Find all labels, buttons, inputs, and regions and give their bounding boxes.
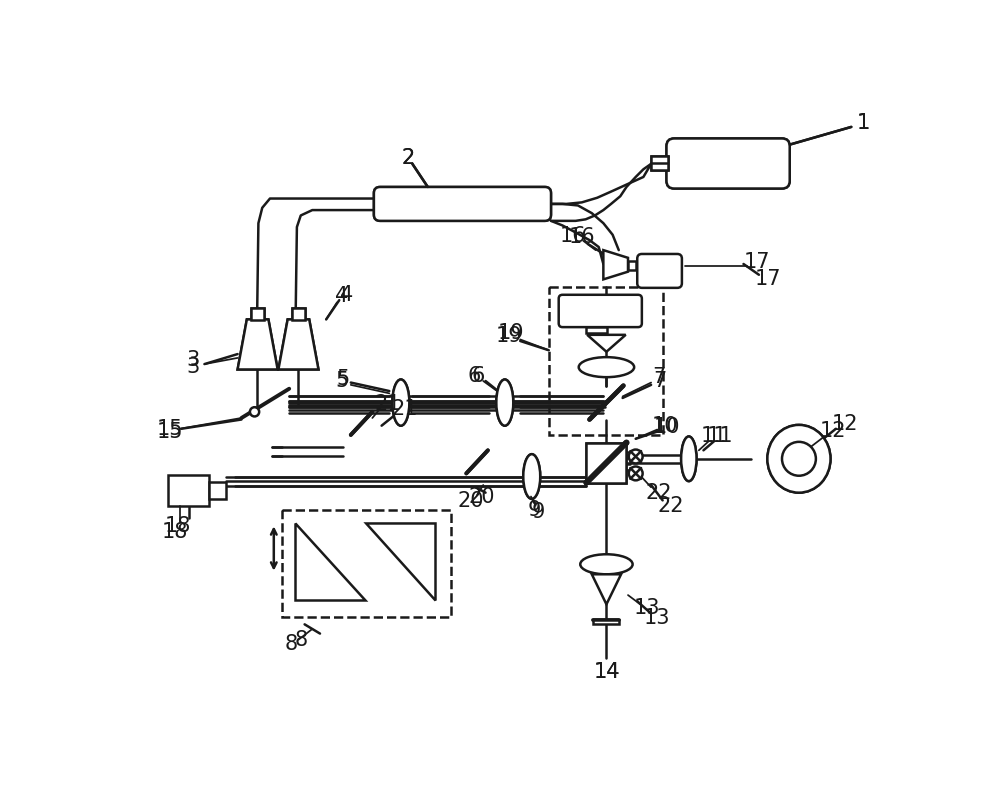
Text: 11: 11 bbox=[707, 426, 734, 446]
FancyBboxPatch shape bbox=[666, 139, 790, 188]
Bar bbox=[628, 261, 636, 270]
Text: 4: 4 bbox=[340, 285, 354, 304]
Ellipse shape bbox=[681, 437, 697, 481]
Text: 18: 18 bbox=[162, 522, 188, 542]
Text: 21: 21 bbox=[375, 394, 401, 414]
Ellipse shape bbox=[580, 554, 633, 574]
Text: 10: 10 bbox=[653, 417, 680, 437]
Text: 17: 17 bbox=[755, 269, 781, 289]
Polygon shape bbox=[592, 574, 621, 604]
Bar bbox=[251, 308, 264, 320]
Text: 16: 16 bbox=[568, 227, 595, 247]
Polygon shape bbox=[295, 524, 365, 601]
Ellipse shape bbox=[523, 454, 540, 499]
Bar bbox=[593, 620, 619, 624]
Ellipse shape bbox=[392, 380, 409, 425]
Text: 19: 19 bbox=[498, 324, 524, 344]
Text: 17: 17 bbox=[744, 252, 771, 272]
Text: 1: 1 bbox=[856, 113, 869, 133]
Bar bbox=[586, 327, 607, 333]
Text: 3: 3 bbox=[186, 357, 200, 377]
Polygon shape bbox=[603, 250, 628, 280]
Circle shape bbox=[782, 442, 816, 476]
Ellipse shape bbox=[523, 454, 540, 499]
Ellipse shape bbox=[392, 380, 409, 425]
Text: 22: 22 bbox=[657, 496, 684, 516]
Text: 9: 9 bbox=[532, 502, 545, 522]
Text: 14: 14 bbox=[593, 662, 620, 682]
Bar bbox=[586, 443, 626, 483]
Text: 12: 12 bbox=[832, 414, 858, 434]
Text: 4: 4 bbox=[335, 286, 348, 306]
Bar bbox=[586, 443, 626, 483]
Text: 2: 2 bbox=[402, 147, 415, 167]
Text: 10: 10 bbox=[652, 416, 678, 436]
Text: 8: 8 bbox=[294, 630, 307, 650]
Polygon shape bbox=[278, 320, 318, 369]
Polygon shape bbox=[238, 320, 278, 369]
Ellipse shape bbox=[767, 425, 831, 493]
Text: 5: 5 bbox=[335, 371, 348, 391]
Circle shape bbox=[250, 407, 259, 417]
FancyBboxPatch shape bbox=[637, 254, 682, 288]
Ellipse shape bbox=[767, 425, 831, 493]
Polygon shape bbox=[366, 524, 436, 601]
Text: 3: 3 bbox=[186, 350, 200, 370]
Ellipse shape bbox=[681, 437, 697, 481]
Text: 6: 6 bbox=[467, 366, 481, 386]
Bar bbox=[292, 308, 305, 320]
Polygon shape bbox=[587, 335, 626, 352]
Bar bbox=[209, 482, 226, 499]
Text: 5: 5 bbox=[336, 368, 350, 388]
Text: 12: 12 bbox=[820, 421, 846, 441]
Text: 13: 13 bbox=[634, 598, 660, 618]
Circle shape bbox=[629, 449, 643, 464]
Polygon shape bbox=[278, 320, 318, 369]
Polygon shape bbox=[238, 320, 278, 369]
Text: 8: 8 bbox=[284, 634, 297, 654]
Text: 15: 15 bbox=[157, 419, 183, 439]
Bar bbox=[651, 156, 668, 170]
Text: 6: 6 bbox=[471, 366, 485, 386]
Text: 1: 1 bbox=[856, 113, 869, 133]
Text: 21: 21 bbox=[391, 399, 418, 419]
Ellipse shape bbox=[579, 357, 634, 377]
Text: 20: 20 bbox=[458, 491, 484, 511]
Text: 9: 9 bbox=[527, 501, 541, 521]
Ellipse shape bbox=[496, 380, 513, 425]
Text: 7: 7 bbox=[654, 371, 667, 391]
Text: 7: 7 bbox=[652, 367, 665, 387]
Text: 19: 19 bbox=[495, 326, 522, 346]
Bar bbox=[251, 308, 264, 320]
Text: 22: 22 bbox=[646, 483, 672, 503]
Bar bbox=[282, 510, 451, 617]
Text: 20: 20 bbox=[468, 486, 495, 506]
Bar bbox=[292, 308, 305, 320]
FancyBboxPatch shape bbox=[374, 187, 551, 221]
FancyBboxPatch shape bbox=[374, 187, 551, 221]
Circle shape bbox=[629, 466, 643, 481]
Bar bbox=[168, 475, 209, 505]
Ellipse shape bbox=[496, 380, 513, 425]
Text: 18: 18 bbox=[164, 516, 191, 536]
Text: 14: 14 bbox=[593, 662, 620, 682]
FancyBboxPatch shape bbox=[559, 295, 642, 327]
Text: 13: 13 bbox=[644, 608, 671, 628]
Text: 15: 15 bbox=[157, 422, 183, 442]
Text: 11: 11 bbox=[701, 426, 727, 446]
Text: 2: 2 bbox=[402, 147, 415, 167]
Text: 16: 16 bbox=[559, 226, 586, 246]
Circle shape bbox=[782, 442, 816, 476]
FancyBboxPatch shape bbox=[666, 139, 790, 188]
Bar bbox=[651, 156, 668, 170]
Bar bbox=[549, 287, 663, 435]
